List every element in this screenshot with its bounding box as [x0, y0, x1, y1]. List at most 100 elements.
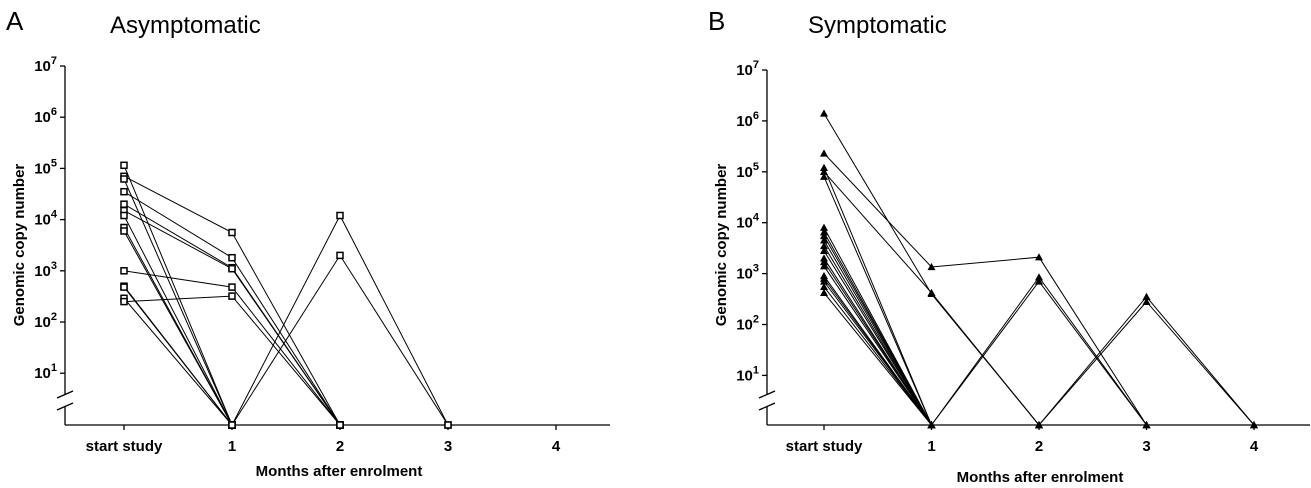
data-point	[120, 175, 128, 183]
series-line	[823, 176, 932, 426]
y-tick-label: 106	[34, 106, 57, 126]
data-point	[927, 421, 936, 429]
data-point	[820, 109, 828, 117]
data-point	[820, 277, 828, 285]
data-point	[228, 292, 236, 300]
data-point	[820, 288, 828, 296]
series-line	[823, 245, 1255, 426]
y-tick-label: 102	[736, 314, 759, 334]
data-point	[1035, 253, 1043, 261]
data-point	[1142, 292, 1151, 301]
axis-break-mark	[758, 390, 776, 399]
data-point	[1035, 273, 1043, 281]
data-point	[1142, 421, 1151, 429]
x-tick-label: start study	[86, 438, 163, 455]
axis-break-mark	[56, 390, 74, 399]
y-tick-label: 101	[34, 362, 57, 382]
x-tick-label: 3	[444, 438, 452, 455]
y-tick-label: 105	[736, 161, 759, 181]
data-point	[820, 167, 828, 175]
y-tick-label: 104	[34, 209, 58, 229]
y-tick-label: 107	[736, 59, 759, 79]
data-point	[120, 267, 128, 275]
x-tick-label: 4	[552, 438, 561, 455]
data-point	[336, 211, 344, 220]
data-point	[927, 262, 936, 271]
data-point	[820, 172, 828, 180]
data-point	[228, 253, 236, 262]
series-line	[823, 153, 1147, 426]
series-line	[823, 281, 932, 426]
data-point	[228, 228, 236, 237]
series-line	[823, 171, 1040, 426]
data-point	[820, 246, 828, 255]
data-point	[1035, 277, 1043, 285]
data-point	[120, 200, 128, 208]
series-line	[123, 215, 233, 426]
series-line	[123, 227, 449, 426]
data-point	[820, 236, 828, 244]
plot-area-b: 101 102 103 104 105 106 107 start study 1 2 3 4	[736, 59, 1310, 455]
series-line	[823, 240, 1255, 426]
panel-letter-a: A	[6, 6, 24, 36]
data-point	[1250, 421, 1258, 429]
series-line	[123, 175, 341, 426]
plot-area-a: 101 102 103 104 105 106 107 start study 1 2 3 4	[34, 55, 610, 455]
data-point	[820, 282, 828, 291]
panel-b: B Symptomatic Genomic copy number Months…	[708, 6, 1310, 486]
x-tick-label: 4	[1250, 438, 1259, 455]
data-point	[820, 163, 828, 171]
series-line	[123, 295, 341, 426]
series-line	[123, 286, 233, 426]
panel-a: A Asymptomatic Genomic copy number Month…	[6, 6, 610, 480]
data-point	[228, 264, 236, 273]
y-axis-title-a: Genomic copy number	[11, 164, 28, 327]
data-point	[336, 251, 344, 260]
data-point	[120, 187, 128, 196]
series-line	[823, 227, 1147, 426]
panel-letter-b: B	[708, 6, 725, 36]
x-tick-label: 2	[1035, 438, 1043, 455]
series-line	[823, 292, 932, 426]
data-point	[820, 262, 828, 270]
panel-title-b: Symptomatic	[808, 12, 947, 39]
series-line	[123, 178, 233, 426]
series-line	[823, 265, 932, 426]
y-tick-label: 104	[736, 212, 760, 232]
axis-break-mark	[758, 402, 776, 411]
data-point	[120, 227, 128, 235]
x-tick-label: 2	[336, 438, 344, 455]
y-tick-label: 105	[34, 157, 57, 177]
data-point	[444, 421, 452, 429]
series-line	[123, 230, 233, 426]
data-point	[820, 257, 828, 266]
data-point	[820, 228, 828, 236]
x-tick-label: 1	[927, 438, 935, 455]
series-line	[823, 167, 932, 426]
y-tick-label: 103	[34, 260, 57, 280]
data-point	[228, 283, 236, 291]
x-axis-title-b: Months after enrolment	[957, 469, 1124, 486]
data-point	[1142, 297, 1151, 305]
data-point	[336, 421, 344, 429]
series-line	[823, 250, 932, 426]
y-axis-title-b: Genomic copy number	[713, 164, 730, 327]
data-point	[228, 421, 236, 429]
x-axis-title-a: Months after enrolment	[256, 463, 423, 480]
series-line	[823, 235, 1147, 426]
data-point	[120, 211, 128, 220]
panel-title-a: Asymptomatic	[110, 12, 261, 39]
y-tick-label: 106	[736, 110, 759, 130]
x-tick-label: 3	[1142, 438, 1150, 455]
axis-break-mark	[56, 402, 74, 411]
data-point	[927, 288, 936, 296]
x-tick-label: 1	[228, 438, 236, 455]
series-line	[123, 203, 341, 426]
data-point	[820, 223, 828, 231]
series-line	[823, 286, 932, 426]
data-point	[120, 297, 128, 306]
y-tick-label: 103	[736, 263, 759, 283]
data-point	[120, 161, 128, 170]
y-tick-label: 101	[736, 364, 759, 384]
